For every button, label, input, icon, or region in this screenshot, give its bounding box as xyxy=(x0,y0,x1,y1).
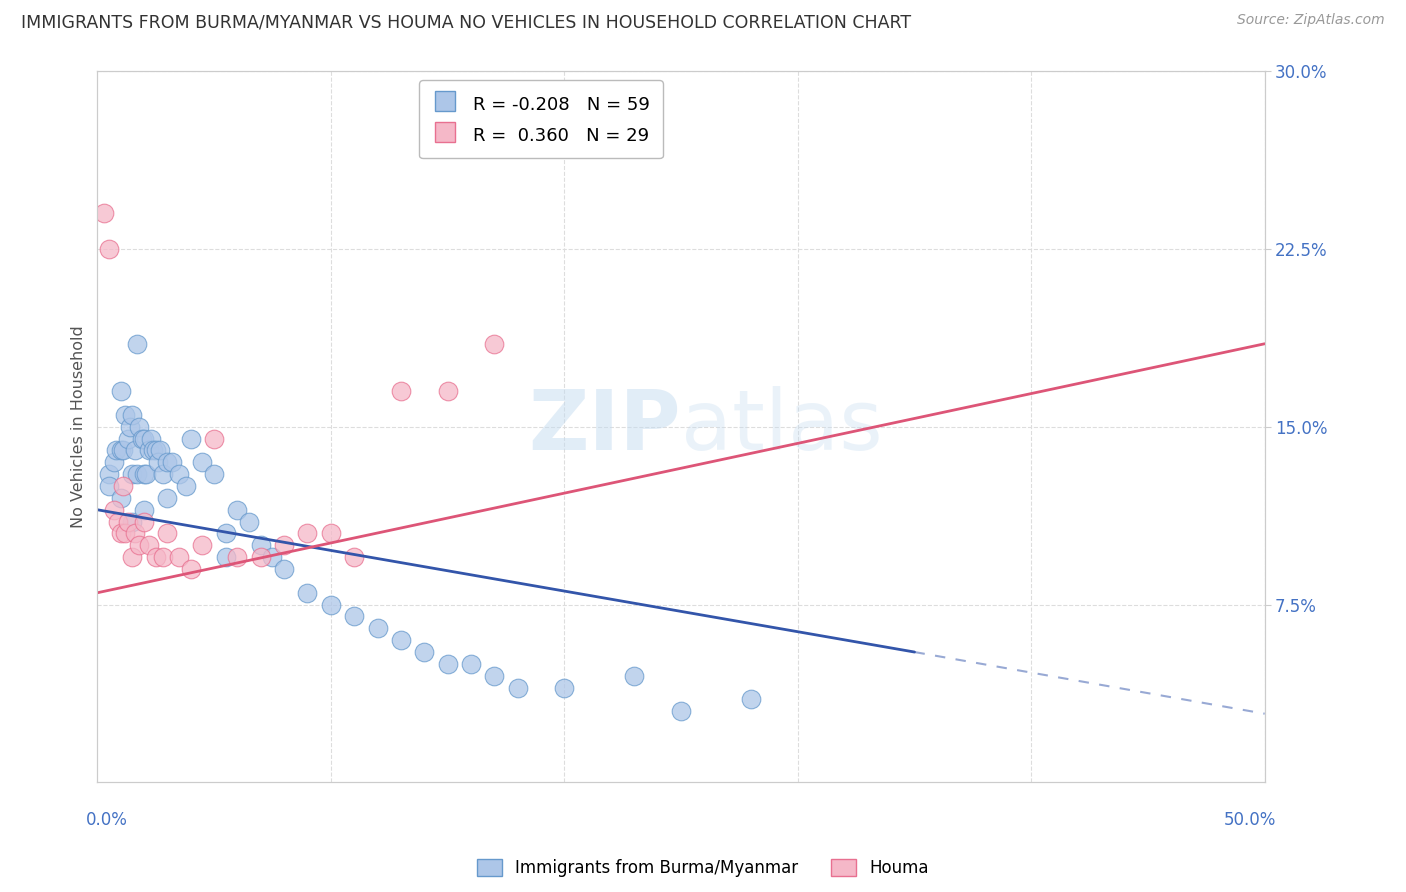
Point xyxy=(484,669,506,683)
Point xyxy=(114,408,136,422)
Point xyxy=(297,586,319,600)
Legend: R = -0.208   N = 59, R =  0.360   N = 29: R = -0.208 N = 59, R = 0.360 N = 29 xyxy=(419,80,662,159)
Point xyxy=(191,538,214,552)
Text: Source: ZipAtlas.com: Source: ZipAtlas.com xyxy=(1237,13,1385,28)
Point xyxy=(132,502,155,516)
Point xyxy=(105,443,128,458)
Point xyxy=(139,432,162,446)
Point xyxy=(132,432,155,446)
Point xyxy=(436,657,458,671)
Point xyxy=(112,443,135,458)
Text: 0.0%: 0.0% xyxy=(86,811,128,829)
Point xyxy=(202,467,225,482)
Point xyxy=(145,550,167,565)
Point xyxy=(249,550,271,565)
Point xyxy=(117,432,139,446)
Point xyxy=(436,384,458,399)
Y-axis label: No Vehicles in Household: No Vehicles in Household xyxy=(72,326,86,528)
Point xyxy=(152,467,174,482)
Point xyxy=(110,526,132,541)
Point xyxy=(114,526,136,541)
Point xyxy=(167,550,190,565)
Point xyxy=(226,502,249,516)
Point xyxy=(121,515,143,529)
Point xyxy=(319,526,342,541)
Point xyxy=(138,538,160,552)
Legend: Immigrants from Burma/Myanmar, Houma: Immigrants from Burma/Myanmar, Houma xyxy=(470,852,936,884)
Point xyxy=(125,467,148,482)
Point xyxy=(238,515,260,529)
Point xyxy=(121,550,143,565)
Point xyxy=(145,443,167,458)
Point xyxy=(149,443,172,458)
Point xyxy=(156,491,179,505)
Point xyxy=(138,443,160,458)
Point xyxy=(124,443,146,458)
Point xyxy=(413,645,436,659)
Point xyxy=(460,657,482,671)
Point xyxy=(146,455,169,469)
Point xyxy=(249,538,271,552)
Point xyxy=(191,455,214,469)
Point xyxy=(107,515,129,529)
Point xyxy=(215,526,238,541)
Point xyxy=(128,538,150,552)
Point xyxy=(273,538,295,552)
Point xyxy=(343,609,366,624)
Point xyxy=(297,526,319,541)
Point xyxy=(98,467,121,482)
Point xyxy=(117,515,139,529)
Point xyxy=(131,432,153,446)
Point xyxy=(215,550,238,565)
Point xyxy=(389,384,412,399)
Text: IMMIGRANTS FROM BURMA/MYANMAR VS HOUMA NO VEHICLES IN HOUSEHOLD CORRELATION CHAR: IMMIGRANTS FROM BURMA/MYANMAR VS HOUMA N… xyxy=(21,13,911,31)
Point xyxy=(110,384,132,399)
Text: atlas: atlas xyxy=(681,386,883,467)
Point xyxy=(226,550,249,565)
Point xyxy=(167,467,190,482)
Point xyxy=(273,562,295,576)
Point xyxy=(553,681,575,695)
Point xyxy=(112,479,135,493)
Point xyxy=(132,467,155,482)
Point xyxy=(156,455,179,469)
Point xyxy=(669,704,692,718)
Point xyxy=(174,479,197,493)
Point xyxy=(125,336,148,351)
Point xyxy=(110,443,132,458)
Point xyxy=(180,562,202,576)
Point xyxy=(156,526,179,541)
Point xyxy=(740,692,762,706)
Point xyxy=(262,550,284,565)
Point xyxy=(103,455,125,469)
Point xyxy=(180,432,202,446)
Point xyxy=(98,479,121,493)
Point xyxy=(121,467,143,482)
Point xyxy=(93,206,115,220)
Point xyxy=(484,336,506,351)
Point xyxy=(118,419,141,434)
Text: ZIP: ZIP xyxy=(529,386,681,467)
Point xyxy=(98,242,121,256)
Point xyxy=(202,432,225,446)
Point xyxy=(319,598,342,612)
Point xyxy=(132,515,155,529)
Point xyxy=(135,467,157,482)
Point xyxy=(623,669,645,683)
Point xyxy=(343,550,366,565)
Point xyxy=(506,681,529,695)
Point xyxy=(142,443,165,458)
Point xyxy=(128,419,150,434)
Point xyxy=(124,526,146,541)
Point xyxy=(389,633,412,648)
Point xyxy=(367,621,389,635)
Point xyxy=(152,550,174,565)
Text: 50.0%: 50.0% xyxy=(1225,811,1277,829)
Point xyxy=(110,491,132,505)
Point xyxy=(121,408,143,422)
Point xyxy=(160,455,183,469)
Point xyxy=(103,502,125,516)
